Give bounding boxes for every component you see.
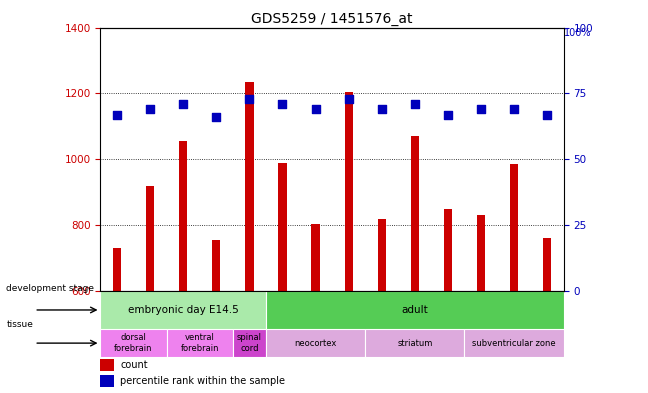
Point bbox=[277, 101, 288, 107]
Title: GDS5259 / 1451576_at: GDS5259 / 1451576_at bbox=[251, 13, 413, 26]
Text: 100%: 100% bbox=[564, 28, 591, 37]
Bar bbox=[100, 375, 113, 387]
Bar bbox=[100, 329, 167, 358]
Point bbox=[343, 95, 354, 102]
Point bbox=[145, 106, 156, 112]
Point bbox=[509, 106, 519, 112]
Bar bbox=[279, 163, 286, 291]
Bar bbox=[212, 240, 220, 291]
Bar bbox=[411, 136, 419, 291]
Bar bbox=[444, 209, 452, 291]
Bar bbox=[312, 224, 319, 291]
Text: spinal
cord: spinal cord bbox=[237, 333, 262, 353]
Text: tissue: tissue bbox=[6, 320, 33, 329]
Text: striatum: striatum bbox=[397, 339, 432, 348]
Bar bbox=[167, 329, 233, 358]
Text: embryonic day E14.5: embryonic day E14.5 bbox=[128, 305, 238, 315]
Bar bbox=[245, 82, 253, 291]
Point bbox=[244, 95, 255, 102]
Bar bbox=[378, 219, 386, 291]
Bar bbox=[179, 141, 187, 291]
Text: neocortex: neocortex bbox=[294, 339, 337, 348]
Point bbox=[443, 111, 453, 118]
Bar bbox=[465, 329, 564, 358]
Point bbox=[112, 111, 122, 118]
Point bbox=[410, 101, 420, 107]
Point bbox=[310, 106, 321, 112]
Bar bbox=[365, 329, 465, 358]
Bar bbox=[100, 291, 266, 329]
Point bbox=[476, 106, 486, 112]
Text: dorsal
forebrain: dorsal forebrain bbox=[114, 333, 153, 353]
Text: ventral
forebrain: ventral forebrain bbox=[181, 333, 219, 353]
Point bbox=[211, 114, 222, 120]
Bar bbox=[266, 291, 564, 329]
Point bbox=[376, 106, 387, 112]
Bar bbox=[233, 329, 266, 358]
Bar bbox=[266, 329, 365, 358]
Point bbox=[542, 111, 552, 118]
Text: count: count bbox=[121, 360, 148, 370]
Text: adult: adult bbox=[402, 305, 428, 315]
Point bbox=[178, 101, 189, 107]
Text: development stage: development stage bbox=[6, 285, 95, 293]
Text: subventricular zone: subventricular zone bbox=[472, 339, 556, 348]
Bar bbox=[113, 248, 121, 291]
Bar bbox=[477, 215, 485, 291]
Text: percentile rank within the sample: percentile rank within the sample bbox=[121, 376, 285, 386]
Bar bbox=[100, 359, 113, 371]
Bar bbox=[510, 164, 518, 291]
Bar bbox=[543, 239, 551, 291]
Bar bbox=[146, 185, 154, 291]
Bar bbox=[345, 92, 353, 291]
